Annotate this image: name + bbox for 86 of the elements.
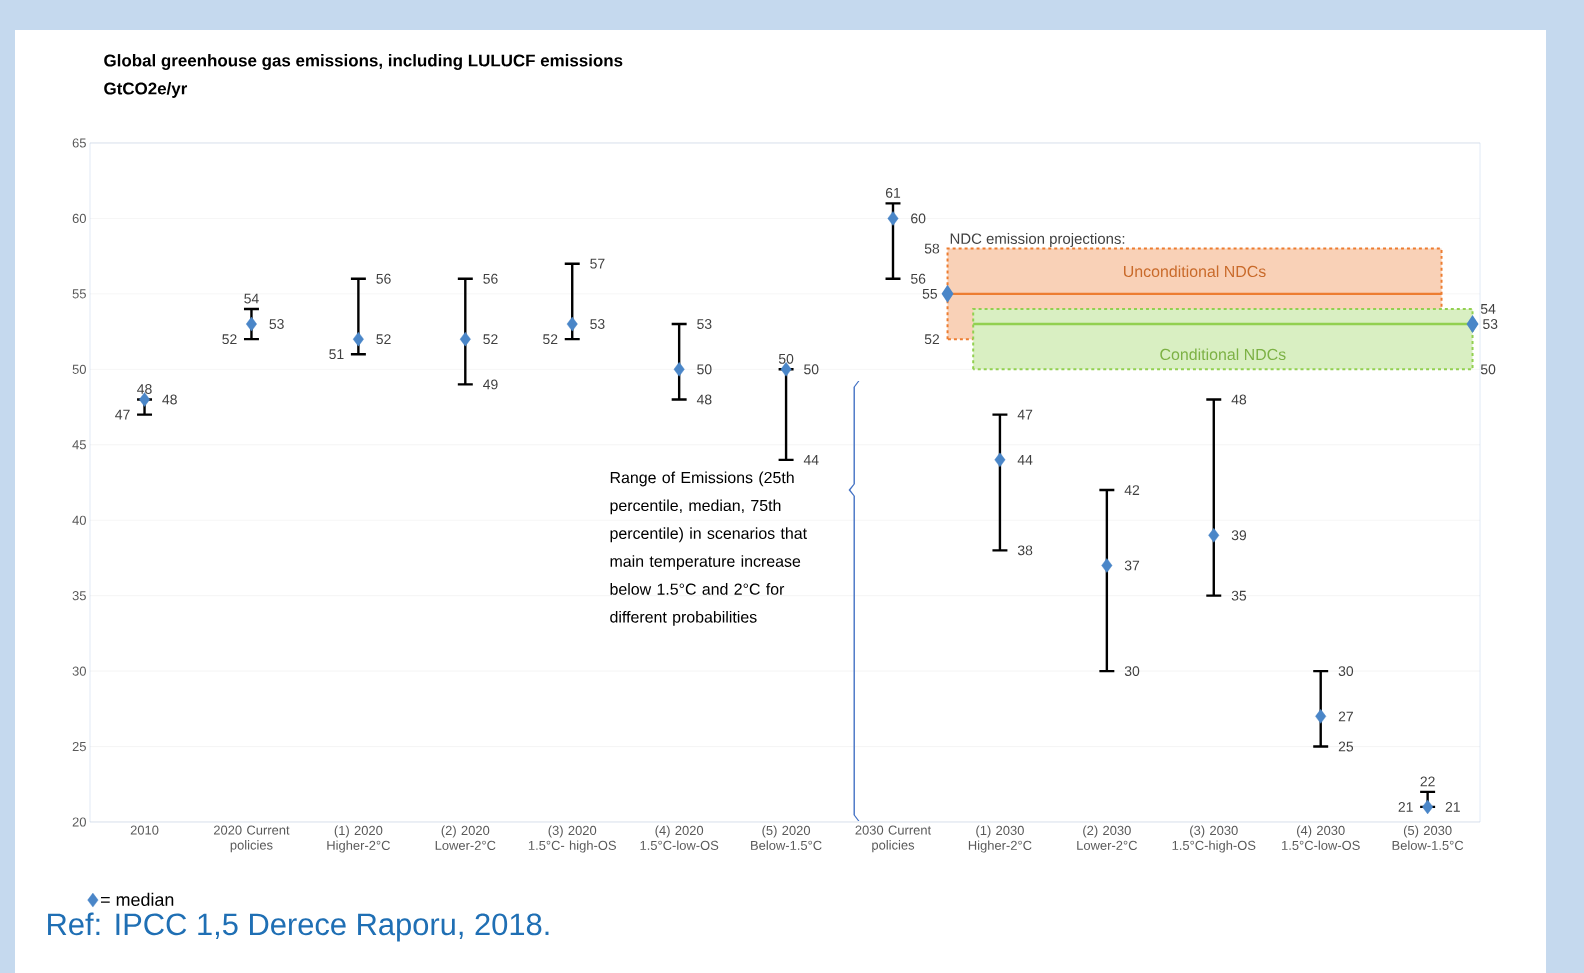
annotation: 38 — [1017, 545, 1033, 556]
annotation: Range of Emissions (25th percentile, median, 75th percentile) in scenarios that main temperature increase below 1.5°C and 2°C for different probabilities — [610, 471, 807, 626]
annotation: 47 — [115, 409, 130, 420]
x-tick-label: (2) 2020 Lower-2°C — [435, 825, 496, 850]
x-tick-label: (5) 2020 Below-1.5°C — [751, 825, 822, 850]
y-tick-label: 60 — [72, 213, 86, 224]
data-label: 50 — [778, 353, 794, 364]
data-label: 37 — [1124, 560, 1140, 571]
x-tick-label: (2) 2030 Lower-2°C — [1077, 825, 1138, 850]
annotation: 53 — [697, 319, 712, 329]
x-tick-label: 2020 Current policies — [213, 825, 290, 853]
x-tick-label: (1) 2030 Higher-2°C — [968, 825, 1032, 853]
x-tick-label: 2010 — [130, 825, 159, 835]
point — [352, 331, 364, 347]
y-tick-label: 50 — [72, 364, 86, 374]
annotation: 54 — [244, 293, 259, 304]
band-label: Unconditional NDCs — [1124, 265, 1266, 278]
annotation: 22 — [1420, 776, 1435, 787]
band-label: Conditional NDCs — [1160, 348, 1286, 361]
x-tick-label: (1) 2020 Higher-2°C — [327, 825, 390, 853]
annotation: 56 — [376, 273, 391, 284]
x-tick-label: (3) 2030 1.5°C-high-OS — [1172, 825, 1256, 853]
point — [1208, 528, 1220, 543]
point — [1315, 709, 1327, 724]
data-label: 39 — [1231, 530, 1247, 541]
legend-label: = median — [101, 892, 174, 907]
annotation: 58 — [924, 243, 940, 254]
y-tick-label: 35 — [72, 591, 86, 601]
data-label: 60 — [911, 213, 926, 224]
annotation: 44 — [803, 455, 819, 465]
y-tick-label: 30 — [72, 666, 86, 676]
annotation: 49 — [483, 379, 498, 390]
x-tick-label: (5) 2030 Below-1.5°C — [1392, 825, 1464, 850]
text: 54 — [1480, 304, 1496, 314]
data-label: 21 — [1398, 802, 1413, 812]
point — [673, 362, 685, 377]
x-tick-label: 2030 Current policies — [855, 825, 932, 853]
y-tick-label: 20 — [72, 817, 86, 827]
annotation: 30 — [1124, 666, 1140, 677]
y-tick-label: 55 — [72, 289, 86, 299]
x-tick-label: (4) 2020 1.5°C-low-OS — [640, 825, 719, 850]
y-tick-label: 65 — [72, 138, 86, 148]
annotation: 21 — [1445, 802, 1460, 812]
data-label: 50 — [697, 364, 712, 375]
annotation: 52 — [924, 334, 940, 345]
annotation: 35 — [1231, 590, 1247, 601]
x-tick-label: (3) 2020 1.5°C- high-OS — [528, 825, 616, 853]
text: 50 — [1480, 364, 1496, 375]
annotation: 61 — [885, 187, 901, 198]
y-tick-label: 45 — [72, 440, 86, 450]
data-label: 48 — [137, 384, 152, 394]
data-label: 53 — [590, 319, 605, 329]
annotation: 56 — [483, 273, 498, 284]
annotation: 25 — [1338, 741, 1354, 752]
x-tick-label: (4) 2030 1.5°C-low-OS — [1282, 825, 1360, 850]
point — [1101, 558, 1113, 573]
annotation: 30 — [1338, 666, 1354, 677]
point — [994, 452, 1006, 468]
annotation: NDC emission projections: — [950, 233, 1125, 247]
chart-title: Global greenhouse gas emissions, including LULUCF emissions — [104, 54, 623, 70]
data-label: 27 — [1338, 711, 1353, 722]
annotation: 57 — [590, 258, 605, 269]
point — [459, 331, 471, 347]
annotation: 48 — [162, 394, 177, 405]
annotation: 50 — [804, 364, 819, 375]
y-axis-title: GtCO2e/yr — [104, 82, 188, 98]
annotation: 48 — [696, 394, 712, 405]
annotation: 47 — [1017, 409, 1033, 420]
annotation: 42 — [1124, 485, 1140, 495]
data-label: 52 — [483, 334, 498, 345]
y-tick-label: 40 — [72, 515, 86, 525]
annotation: 56 — [910, 273, 926, 284]
point — [887, 211, 899, 226]
annotation: 52 — [222, 334, 237, 345]
annotation: 51 — [329, 349, 344, 360]
annotation: 52 — [543, 334, 558, 345]
data-label: 52 — [376, 334, 391, 345]
point — [1422, 799, 1434, 815]
data-label: 44 — [1017, 455, 1033, 465]
text: Ref: IPCC 1,5 Derece Raporu, 2018. — [48, 912, 549, 942]
point — [566, 316, 578, 332]
annotation: 48 — [1231, 394, 1247, 405]
y-tick-label: 25 — [72, 741, 86, 752]
data-label: 53 — [269, 319, 284, 329]
ref-line-label: 53 — [1483, 319, 1498, 329]
ref-line-label: 55 — [922, 289, 938, 299]
